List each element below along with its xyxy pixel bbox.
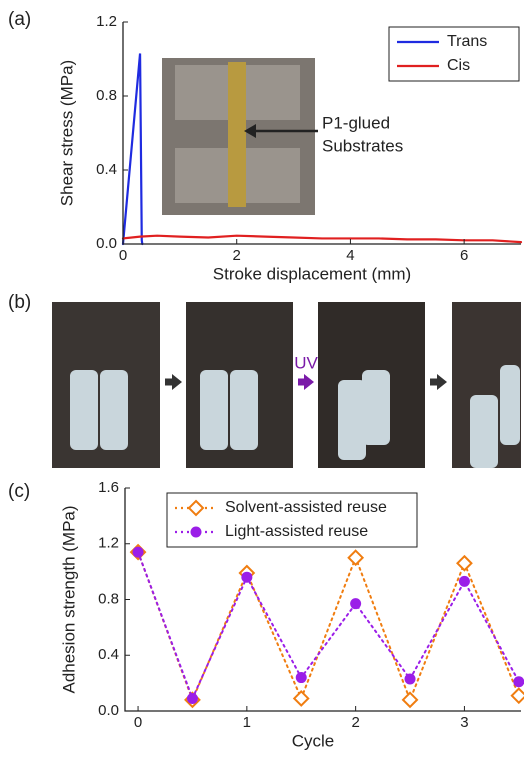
series-line (137, 551, 520, 703)
y-axis-label: Shear stress (MPa) (57, 60, 76, 206)
series-line (137, 551, 520, 702)
series-line (121, 234, 523, 244)
x-tick-label: 1 (243, 714, 251, 731)
bottle (200, 370, 228, 450)
uv-label: UV (294, 353, 318, 372)
y-tick-label: 1.2 (98, 535, 119, 552)
x-tick-label: 2 (233, 247, 241, 264)
arrow-head (172, 374, 182, 390)
y-tick-label: 1.2 (96, 13, 117, 30)
annotation: P1-glued (322, 113, 390, 132)
y-tick-label: 1.6 (98, 479, 119, 496)
substrate (228, 62, 246, 207)
x-tick-label: 2 (351, 714, 359, 731)
bottle (470, 395, 498, 468)
marker (513, 676, 524, 688)
bottle (230, 370, 258, 450)
legend-marker (187, 499, 205, 517)
photo-strip: UV (b) (8, 292, 521, 468)
marker (510, 687, 524, 705)
legend-label: Light-assisted reuse (225, 523, 368, 540)
y-tick-label: 0.4 (96, 161, 117, 178)
annotation-arrow-head (244, 124, 256, 138)
marker (241, 571, 253, 583)
arrow-head (437, 374, 447, 390)
marker (186, 692, 198, 704)
x-axis-label: Stroke displacement (mm) (213, 264, 411, 283)
arrow-head (304, 374, 314, 390)
marker (292, 690, 310, 707)
y-tick-label: 0.4 (98, 646, 119, 663)
x-tick-label: 0 (134, 714, 142, 731)
marker (458, 575, 470, 587)
series-line (121, 53, 144, 246)
legend-label: Cis (447, 57, 470, 74)
inset-photo (162, 58, 315, 215)
marker (404, 673, 416, 685)
marker (295, 672, 307, 684)
legend-box (166, 492, 418, 548)
y-axis-label: Adhesion strength (MPa) (59, 505, 78, 693)
panel-label: (c) (8, 481, 30, 502)
x-tick-label: 4 (346, 247, 354, 264)
y-tick-label: 0.0 (98, 702, 119, 719)
bottle (70, 370, 98, 450)
panel-label: (a) (8, 9, 31, 30)
marker (132, 546, 144, 558)
x-tick-label: 0 (119, 247, 127, 264)
legend-marker (190, 526, 202, 538)
x-tick-label: 3 (460, 714, 468, 731)
y-tick-label: 0.8 (96, 87, 117, 104)
y-tick-label: 0.0 (96, 235, 117, 252)
x-tick-label: 6 (460, 247, 468, 264)
annotation: Substrates (322, 136, 403, 155)
bottle (500, 365, 520, 445)
marker (350, 598, 362, 610)
marker (401, 691, 419, 709)
legend-box (388, 26, 520, 82)
legend-label: Solvent-assisted reuse (225, 499, 387, 516)
bottle (338, 380, 366, 460)
marker (456, 554, 473, 572)
y-tick-label: 0.8 (98, 590, 119, 607)
marker (347, 549, 365, 567)
panel-label: (b) (8, 292, 31, 313)
bottle (100, 370, 128, 450)
x-axis-label: Cycle (292, 731, 335, 750)
bottle (362, 370, 390, 445)
legend-label: Trans (447, 33, 487, 50)
